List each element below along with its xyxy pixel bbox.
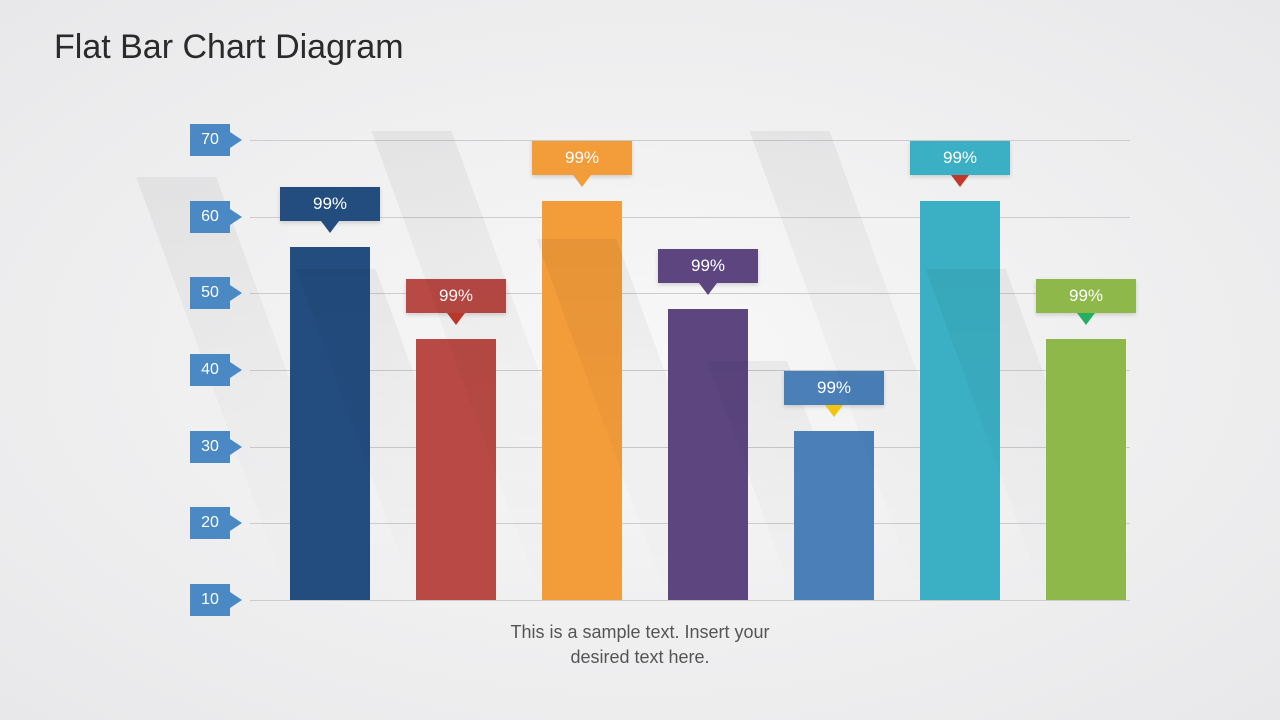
- bar-label: 99%: [910, 141, 1010, 175]
- ytick-label: 40: [190, 354, 230, 386]
- chevron-down-icon: [573, 175, 591, 187]
- ytick-label: 20: [190, 507, 230, 539]
- bar-group: 99%: [1046, 140, 1126, 600]
- chevron-down-icon: [1077, 313, 1095, 325]
- chevron-down-icon: [321, 221, 339, 233]
- bar-label: 99%: [280, 187, 380, 221]
- ytick-value: 30: [201, 438, 219, 456]
- bar: [668, 309, 748, 600]
- ytick-value: 40: [201, 361, 219, 379]
- bar-label: 99%: [1036, 279, 1136, 313]
- bar-label: 99%: [658, 249, 758, 283]
- chevron-down-icon: [951, 175, 969, 187]
- ytick-label: 50: [190, 277, 230, 309]
- caption-line-1: This is a sample text. Insert your: [510, 622, 769, 642]
- caption-line-2: desired text here.: [570, 647, 709, 667]
- ytick-label: 30: [190, 431, 230, 463]
- ytick-label: 60: [190, 201, 230, 233]
- ytick-value: 10: [201, 591, 219, 609]
- plot-area: 99%99%99%99%99%99%99%: [250, 140, 1130, 600]
- chevron-down-icon: [825, 405, 843, 417]
- ytick-label: 70: [190, 124, 230, 156]
- page-title: Flat Bar Chart Diagram: [54, 28, 404, 67]
- bar: [1046, 339, 1126, 600]
- chart-caption: This is a sample text. Insert your desir…: [0, 620, 1280, 670]
- bar-chart: 99%99%99%99%99%99%99% 70605040302010: [190, 140, 1130, 600]
- bar-label: 99%: [532, 141, 632, 175]
- ytick-value: 60: [201, 208, 219, 226]
- ytick-value: 50: [201, 284, 219, 302]
- bar: [794, 431, 874, 600]
- ytick-value: 70: [201, 131, 219, 149]
- ytick-label: 10: [190, 584, 230, 616]
- ytick-value: 20: [201, 514, 219, 532]
- chevron-down-icon: [699, 283, 717, 295]
